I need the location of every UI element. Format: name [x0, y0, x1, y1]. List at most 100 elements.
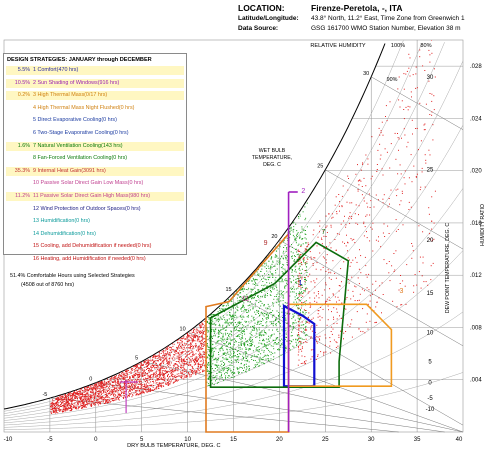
hour-point: [301, 285, 303, 286]
hour-point: [95, 387, 97, 389]
hour-point: [197, 347, 199, 349]
hour-point: [189, 332, 191, 334]
hour-point: [326, 246, 327, 248]
hour-point: [185, 338, 187, 340]
hour-point: [137, 383, 139, 385]
hour-point: [202, 364, 204, 366]
hour-point: [286, 340, 288, 342]
strategy-item-13[interactable]: 13 Humidification(0 hrs): [6, 217, 184, 226]
strategy-item-9[interactable]: 35.3% 9 Internal Heat Gain(3091 hrs): [6, 166, 184, 176]
strategy-item-11[interactable]: 11.2% 11 Passive Solar Direct Gain High M…: [6, 192, 184, 201]
hour-point: [232, 349, 234, 351]
hour-point: [216, 361, 218, 363]
hour-point: [54, 402, 56, 404]
strategy-percent: 35.3%: [14, 167, 30, 174]
hour-point: [256, 324, 258, 325]
hour-point: [188, 357, 190, 359]
hour-point: [118, 396, 120, 398]
hour-point: [303, 292, 304, 294]
strategy-item-4[interactable]: 4 High Thermal Mass Night Flushed(0 hrs): [6, 104, 184, 113]
hour-point: [249, 304, 251, 306]
hour-point: [149, 369, 151, 371]
hour-point: [336, 308, 338, 310]
hour-point: [100, 387, 102, 389]
hour-point: [133, 388, 135, 390]
hour-point: [230, 362, 232, 364]
hour-point: [229, 349, 231, 351]
hour-point: [420, 287, 422, 289]
hour-point: [199, 351, 201, 353]
hour-point: [182, 370, 184, 372]
hour-point: [410, 206, 412, 208]
hour-point: [223, 362, 225, 363]
hour-point: [206, 329, 208, 331]
hour-point: [276, 287, 278, 289]
hour-point: [219, 323, 221, 325]
hour-point: [236, 328, 237, 330]
hour-point: [152, 381, 154, 382]
hour-point: [305, 328, 306, 330]
hour-point: [142, 364, 144, 366]
strategy-item-1[interactable]: 5.5% 1 Comfort(470 hrs): [6, 66, 184, 75]
hour-point: [240, 299, 242, 301]
hour-point: [58, 405, 60, 407]
hour-point: [74, 402, 76, 404]
strategy-item-5[interactable]: 5 Direct Evaporative Cooling(0 hrs): [6, 116, 184, 125]
hour-point: [254, 287, 256, 289]
hour-point: [147, 391, 149, 393]
strategy-item-2[interactable]: 10.5% 2 Sun Shading of Windows(916 hrs): [6, 78, 184, 88]
hour-point: [382, 198, 384, 200]
hour-point: [319, 252, 321, 254]
hour-point: [359, 249, 360, 251]
strategy-item-6[interactable]: 6 Two-Stage Evaporative Cooling(0 hrs): [6, 129, 184, 138]
hour-point: [295, 288, 297, 290]
hour-point: [77, 392, 78, 394]
hour-point: [219, 348, 221, 350]
hour-point: [151, 365, 153, 367]
strategy-item-15[interactable]: 15 Cooling, add Dehumidification if need…: [6, 242, 184, 251]
hour-point: [268, 358, 270, 360]
hour-point: [92, 388, 94, 390]
hour-point: [258, 359, 260, 361]
hour-point: [340, 330, 341, 332]
hour-point: [308, 291, 310, 293]
hour-point: [201, 329, 203, 331]
hour-point: [152, 370, 153, 372]
hour-point: [175, 363, 177, 365]
hour-point: [197, 338, 198, 340]
hour-point: [286, 247, 288, 249]
strategy-item-8[interactable]: 8 Fan-Forced Ventilation Cooling(0 hrs): [6, 154, 184, 163]
hour-point: [289, 232, 291, 234]
hour-point: [310, 337, 312, 339]
hour-point: [243, 316, 245, 318]
hour-point: [192, 348, 194, 350]
hour-point: [180, 352, 182, 354]
hour-point: [232, 355, 234, 357]
strategy-item-3[interactable]: 0.2% 3 High Thermal Mass(0/17 hrs): [6, 91, 184, 101]
hour-point: [316, 245, 318, 247]
hour-point: [271, 256, 273, 258]
hour-point: [151, 370, 153, 372]
hour-point: [224, 352, 226, 354]
hour-point: [367, 158, 369, 160]
hour-point: [146, 365, 148, 367]
hour-point: [98, 393, 100, 395]
hour-point: [227, 343, 229, 345]
hour-point: [148, 361, 150, 363]
hour-point: [69, 398, 70, 400]
hour-point: [246, 316, 248, 318]
hour-point: [215, 343, 217, 345]
hour-point: [410, 91, 412, 93]
strategy-item-10[interactable]: 10 Passive Solar Direct Gain Low Mass(0 …: [6, 179, 184, 188]
strategy-item-16[interactable]: 16 Heating, add Humidification if needed…: [6, 255, 184, 264]
strategy-item-7[interactable]: 1.6% 7 Natural Ventilation Cooling(143 hr…: [6, 141, 184, 151]
hour-point: [243, 370, 244, 371]
hour-point: [262, 314, 264, 316]
hour-point: [234, 302, 236, 304]
strategy-item-12[interactable]: 12 Wind Protection of Outdoor Spaces(0 h…: [6, 205, 184, 214]
hour-point: [327, 269, 329, 271]
hour-point: [127, 388, 129, 390]
hour-point: [54, 404, 56, 406]
strategy-item-14[interactable]: 14 Dehumidification(0 hrs): [6, 230, 184, 239]
hour-point: [127, 396, 128, 398]
